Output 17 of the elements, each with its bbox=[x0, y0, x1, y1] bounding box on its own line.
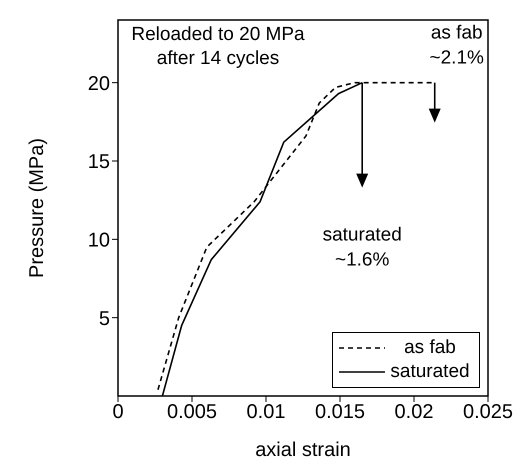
annotation: Reloaded to 20 MPa after 14 cycles bbox=[131, 24, 306, 69]
x-tick-label: 0.015 bbox=[314, 401, 366, 424]
y-tick-label: 20 bbox=[88, 72, 110, 95]
x-tick-label: 0.01 bbox=[246, 401, 286, 424]
y-tick-label: 15 bbox=[88, 151, 110, 174]
y-axis-title: Pressure (MPa) bbox=[26, 138, 48, 278]
legend-label: saturated bbox=[389, 360, 471, 384]
annotation: saturated ~1.6% bbox=[322, 224, 402, 271]
x-tick-label: 0.025 bbox=[462, 401, 514, 424]
y-tick-label: 10 bbox=[88, 229, 110, 252]
x-tick-label: 0.005 bbox=[166, 401, 218, 424]
legend-label: as fab bbox=[403, 336, 457, 360]
x-tick-label: 0.02 bbox=[394, 401, 434, 424]
x-axis-title: axial strain bbox=[255, 439, 351, 461]
x-tick-label: 0 bbox=[112, 401, 124, 424]
y-tick-label: 5 bbox=[98, 308, 110, 330]
annotation: as fab ~2.1% bbox=[430, 22, 484, 69]
